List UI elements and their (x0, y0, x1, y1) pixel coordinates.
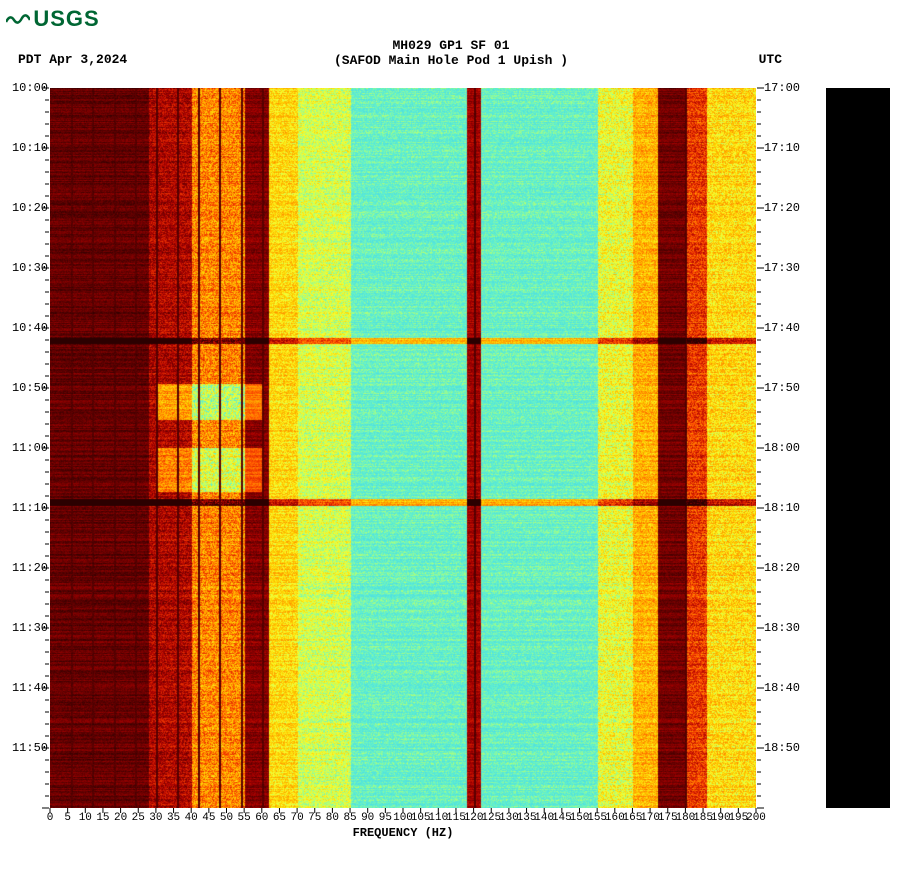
y-left-tick: 11:20 (10, 561, 48, 575)
x-tick-label: 15 (96, 812, 109, 824)
x-tick-label: 30 (149, 812, 162, 824)
x-tick-label: 25 (132, 812, 145, 824)
usgs-wave-icon (6, 12, 30, 26)
x-tick-label: 60 (255, 812, 268, 824)
spectrogram-plot (50, 88, 756, 808)
x-tick-label: 55 (238, 812, 251, 824)
x-tick-label: 95 (379, 812, 392, 824)
y-left-tick: 10:50 (10, 381, 48, 395)
y-left-tick: 11:00 (10, 441, 48, 455)
y-right-tick: 17:40 (762, 321, 800, 335)
y-right-tick: 17:30 (762, 261, 800, 275)
x-tick-label: 85 (343, 812, 356, 824)
page: USGS MH029 GP1 SF 01 (SAFOD Main Hole Po… (0, 0, 902, 892)
y-right-tick: 17:20 (762, 201, 800, 215)
header-date-left: PDT Apr 3,2024 (18, 52, 127, 67)
y-right-tick: 18:10 (762, 501, 800, 515)
x-tick-label: 35 (167, 812, 180, 824)
y-left-tick: 10:30 (10, 261, 48, 275)
usgs-logo: USGS (6, 6, 100, 32)
y-right-tick: 17:10 (762, 141, 800, 155)
y-left-tick: 11:30 (10, 621, 48, 635)
y-right-tick: 17:00 (762, 81, 800, 95)
x-tick-label: 70 (290, 812, 303, 824)
y-right-tick: 18:30 (762, 621, 800, 635)
y-right-tick: 18:50 (762, 741, 800, 755)
x-tick-label: 75 (308, 812, 321, 824)
x-tick-label: 5 (64, 812, 71, 824)
header-date-right: UTC (759, 52, 782, 67)
x-tick-label: 45 (202, 812, 215, 824)
x-tick-label: 20 (114, 812, 127, 824)
y-right-tick: 18:20 (762, 561, 800, 575)
x-axis-labels: 0510152025303540455055606570758085909510… (50, 812, 756, 826)
usgs-text: USGS (33, 6, 99, 31)
y-left-tick: 11:50 (10, 741, 48, 755)
y-left-tick: 11:10 (10, 501, 48, 515)
y-right-tick: 18:40 (762, 681, 800, 695)
x-tick-label: 90 (361, 812, 374, 824)
spectrogram-canvas (50, 88, 756, 808)
y-axis-left: 10:0010:1010:2010:3010:4010:5011:0011:10… (10, 88, 48, 808)
x-tick-label: 200 (746, 812, 766, 824)
y-left-tick: 10:20 (10, 201, 48, 215)
x-tick-label: 50 (220, 812, 233, 824)
x-tick-label: 40 (185, 812, 198, 824)
y-right-tick: 18:00 (762, 441, 800, 455)
y-right-tick: 17:50 (762, 381, 800, 395)
y-left-tick: 10:10 (10, 141, 48, 155)
x-tick-label: 10 (79, 812, 92, 824)
x-tick-label: 65 (273, 812, 286, 824)
title-line1: MH029 GP1 SF 01 (0, 38, 902, 53)
colorbar-panel (826, 88, 890, 808)
y-left-tick: 10:40 (10, 321, 48, 335)
y-left-tick: 10:00 (10, 81, 48, 95)
x-tick-label: 0 (47, 812, 54, 824)
y-axis-right: 17:0017:1017:2017:3017:4017:5018:0018:10… (762, 88, 800, 808)
y-left-tick: 11:40 (10, 681, 48, 695)
x-tick-label: 80 (326, 812, 339, 824)
x-axis-title: FREQUENCY (HZ) (50, 826, 756, 840)
